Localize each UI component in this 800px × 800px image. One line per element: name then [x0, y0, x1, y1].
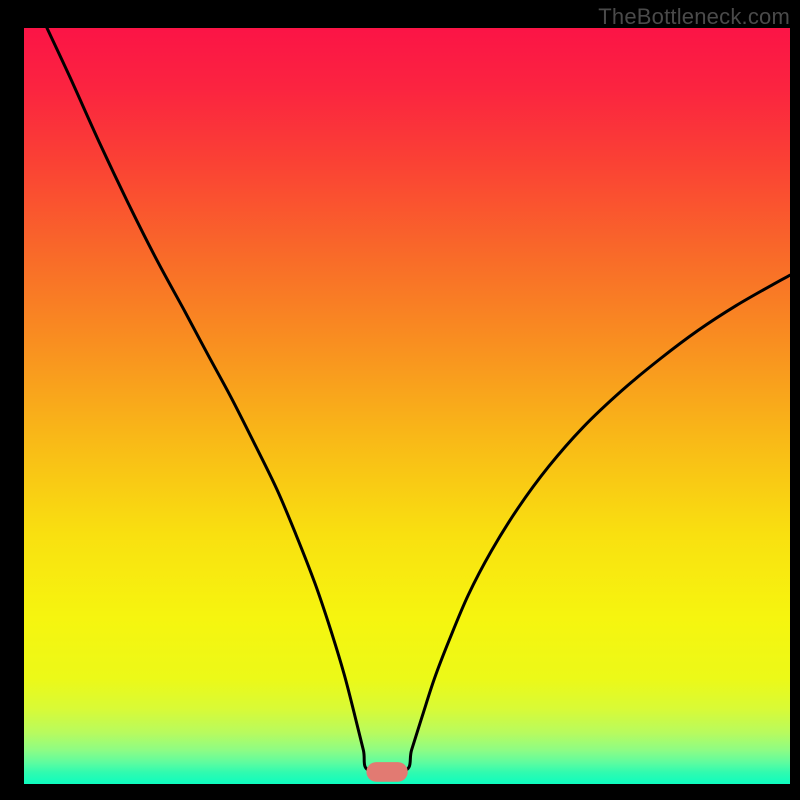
watermark-label: TheBottleneck.com — [598, 4, 790, 30]
optimal-marker — [366, 762, 407, 782]
gradient-background — [24, 28, 790, 784]
chart-frame: TheBottleneck.com — [0, 0, 800, 800]
bottleneck-curve-plot — [24, 28, 790, 784]
